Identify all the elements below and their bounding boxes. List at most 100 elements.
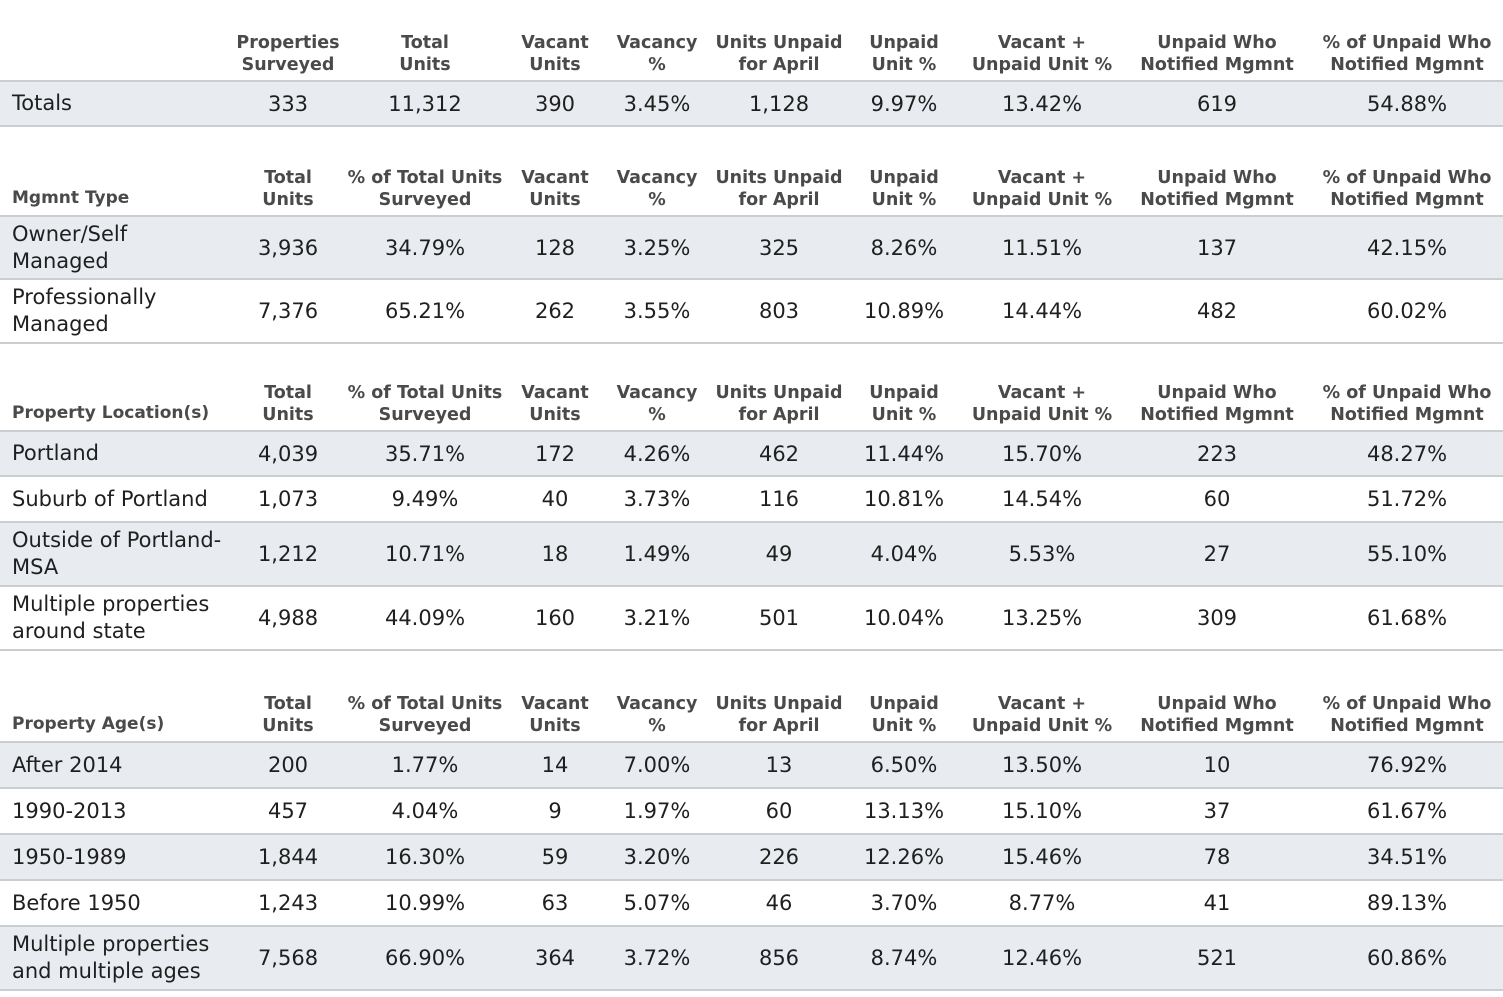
table-cell: 10.99%: [384, 891, 466, 915]
table-cell: 803: [758, 299, 800, 323]
table-cell: 116: [758, 487, 800, 511]
table-cell: 65.21%: [384, 299, 466, 323]
row-label: 1990-2013: [12, 798, 127, 823]
table-cell: 226: [758, 845, 800, 869]
table-cell: 40: [541, 487, 569, 511]
table-cell: 9: [548, 799, 562, 823]
table-cell: 76.92%: [1366, 753, 1448, 777]
column-header: Vacant + Unpaid Unit %: [971, 383, 1113, 425]
table-cell: 1,243: [257, 891, 319, 915]
table-cell: 6.50%: [870, 753, 938, 777]
table-cell: 4,039: [257, 441, 319, 466]
table-row: Portland 4,039 35.71% 172 4.26% 462 11.44% 15.7…: [0, 430, 1503, 477]
row-label: Multiple properties and multiple ages: [12, 932, 210, 983]
column-header: Unpaid Unit %: [869, 694, 939, 736]
column-header: Vacant + Unpaid Unit %: [971, 168, 1113, 210]
column-header: Total Units: [262, 694, 314, 736]
column-header: Unpaid Who Notified Mgmnt: [1140, 168, 1294, 210]
table-cell: 462: [758, 441, 800, 466]
table-cell: 12.46%: [1001, 946, 1083, 970]
table-cell: 60.86%: [1366, 946, 1448, 970]
table-cell: 10.81%: [863, 487, 945, 511]
table-cell: 223: [1196, 441, 1238, 466]
table-cell: 128: [534, 235, 576, 260]
table-cell: 856: [758, 946, 800, 970]
table-cell: 3.21%: [623, 606, 691, 630]
table-row: Totals 333 11,312 390 3.45% 1,128 9.97% 13.42% 6…: [0, 80, 1503, 127]
table-cell: 262: [534, 299, 576, 323]
table-cell: 66.90%: [384, 946, 466, 970]
table-cell: 3.25%: [623, 235, 691, 260]
row-label: 1950-1989: [12, 844, 127, 869]
column-header: Units Unpaid for April: [715, 694, 843, 736]
header-row: Properties Surveyed Total Units Vacant Uni…: [0, 20, 1503, 76]
table-cell: 42.15%: [1366, 235, 1448, 260]
table-cell: 4.04%: [870, 542, 938, 566]
table-cell: 63: [541, 891, 569, 915]
table-cell: 8.26%: [870, 235, 938, 260]
table-cell: 51.72%: [1366, 487, 1448, 511]
table-cell: 309: [1196, 606, 1238, 630]
table-cell: 13.50%: [1001, 753, 1083, 777]
table-cell: 137: [1196, 235, 1238, 260]
table-cell: 13.42%: [1001, 91, 1083, 116]
column-header: Total Units: [262, 168, 314, 210]
table-cell: 3.45%: [623, 91, 691, 116]
row-label: Multiple properties around state: [12, 592, 210, 643]
table-cell: 1,073: [257, 487, 319, 511]
table-cell: 7,568: [257, 946, 319, 970]
table-cell: 8.77%: [1008, 891, 1076, 915]
table-cell: 60: [765, 799, 793, 823]
column-header: Units Unpaid for April: [715, 383, 843, 425]
table-cell: 4,988: [257, 606, 319, 630]
table-cell: 41: [1203, 891, 1231, 915]
column-header: Unpaid Unit %: [869, 33, 939, 75]
table-row: Suburb of Portland 1,073 9.49% 40 3.73% 116 10…: [0, 477, 1503, 523]
table-row: Multiple properties around state 4,988 44.…: [0, 587, 1503, 651]
section-title: Mgmnt Type: [12, 188, 130, 208]
row-label: Outside of Portland- MSA: [12, 528, 222, 579]
table-cell: 11,312: [388, 91, 462, 116]
column-header: Vacant Units: [521, 168, 589, 210]
table-cell: 10.71%: [384, 542, 466, 566]
table-cell: 55.10%: [1366, 542, 1448, 566]
table-cell: 27: [1203, 542, 1231, 566]
table-cell: 48.27%: [1366, 441, 1448, 466]
table-cell: 61.68%: [1366, 606, 1448, 630]
table-cell: 4.26%: [623, 441, 691, 466]
table-cell: 60.02%: [1366, 299, 1448, 323]
table-row: Before 1950 1,243 10.99% 63 5.07% 46 3.70% 8.77…: [0, 881, 1503, 927]
column-header: % of Unpaid Who Notified Mgmnt: [1322, 33, 1492, 75]
table-cell: 3.72%: [623, 946, 691, 970]
column-header: Vacancy %: [616, 383, 698, 425]
table-cell: 5.53%: [1008, 542, 1076, 566]
column-header: Vacant Units: [521, 33, 589, 75]
row-label: Before 1950: [12, 890, 141, 915]
table-cell: 3.20%: [623, 845, 691, 869]
table-cell: 14.44%: [1001, 299, 1083, 323]
table-cell: 172: [534, 441, 576, 466]
table-cell: 619: [1196, 91, 1238, 116]
column-header: Vacancy %: [616, 168, 698, 210]
table-cell: 1,844: [257, 845, 319, 869]
table-cell: 10.04%: [863, 606, 945, 630]
column-header: % of Unpaid Who Notified Mgmnt: [1322, 168, 1492, 210]
table-row: After 2014 200 1.77% 14 7.00% 13 6.50% 13.50% 10…: [0, 741, 1503, 789]
table-cell: 1.97%: [623, 799, 691, 823]
table-cell: 333: [267, 91, 309, 116]
table-cell: 89.13%: [1366, 891, 1448, 915]
table-cell: 12.26%: [863, 845, 945, 869]
column-header: % of Unpaid Who Notified Mgmnt: [1322, 383, 1492, 425]
table-cell: 4.04%: [391, 799, 459, 823]
column-header: Unpaid Unit %: [869, 168, 939, 210]
table-row: Multiple properties and multiple ages 7,5…: [0, 927, 1503, 991]
table-cell: 325: [758, 235, 800, 260]
table-cell: 49: [765, 542, 793, 566]
table-cell: 9.49%: [391, 487, 459, 511]
table-cell: 44.09%: [384, 606, 466, 630]
column-header: Total Units: [399, 33, 451, 75]
column-header: Vacancy %: [616, 33, 698, 75]
table-cell: 37: [1203, 799, 1231, 823]
column-header: Vacant + Unpaid Unit %: [971, 694, 1113, 736]
row-label: Owner/Self Managed: [12, 221, 128, 273]
